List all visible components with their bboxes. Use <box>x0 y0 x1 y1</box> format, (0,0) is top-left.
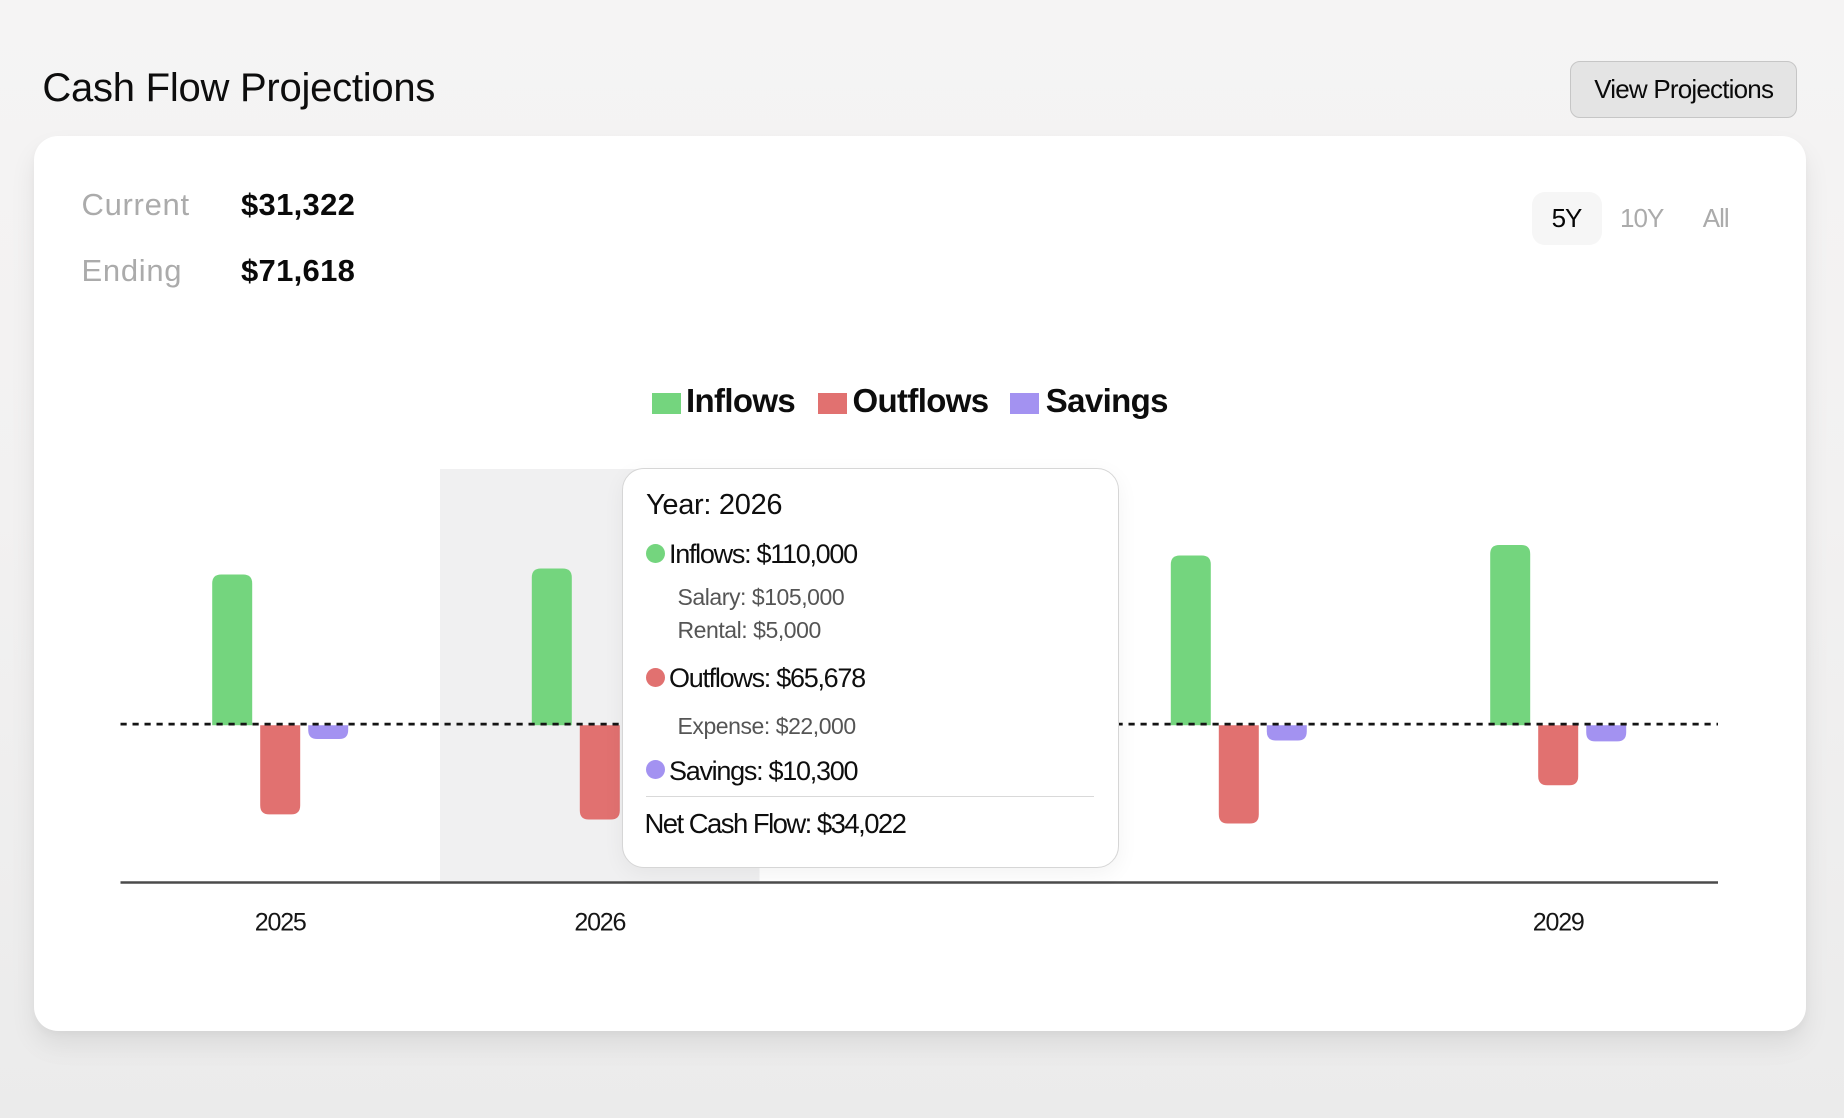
svg-text:2026: 2026 <box>574 909 625 937</box>
svg-text:2029: 2029 <box>1533 909 1584 937</box>
svg-text:2025: 2025 <box>255 909 306 937</box>
